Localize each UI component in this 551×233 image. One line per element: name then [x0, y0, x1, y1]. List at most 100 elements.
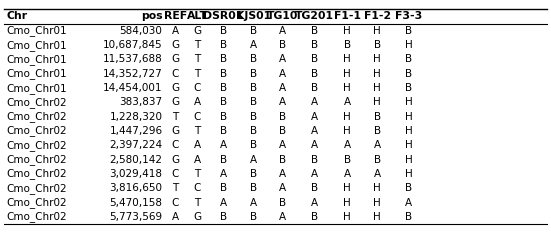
Text: T: T — [172, 183, 179, 193]
Text: B: B — [406, 183, 412, 193]
Text: REF: REF — [164, 11, 187, 21]
Text: B: B — [279, 126, 286, 136]
Text: B: B — [406, 69, 412, 79]
Text: B: B — [311, 83, 318, 93]
Text: B: B — [220, 40, 226, 50]
Text: Cmo_Chr02: Cmo_Chr02 — [6, 126, 67, 137]
Text: H: H — [373, 212, 381, 222]
Text: pos: pos — [141, 11, 163, 21]
Text: B: B — [279, 112, 286, 122]
Text: B: B — [311, 212, 318, 222]
Text: T: T — [194, 126, 201, 136]
Text: H: H — [343, 183, 351, 193]
Text: H: H — [405, 169, 413, 179]
Text: B: B — [406, 55, 412, 64]
Text: B: B — [220, 69, 226, 79]
Text: H: H — [405, 155, 413, 165]
Text: A: A — [311, 126, 318, 136]
Text: 3,816,650: 3,816,650 — [110, 183, 163, 193]
Text: DSR01: DSR01 — [203, 11, 244, 21]
Text: 14,454,001: 14,454,001 — [103, 83, 163, 93]
Text: C: C — [193, 183, 201, 193]
Text: T: T — [172, 112, 179, 122]
Text: G: G — [171, 40, 179, 50]
Text: H: H — [343, 198, 351, 208]
Text: A: A — [220, 140, 226, 150]
Text: H: H — [373, 55, 381, 64]
Text: B: B — [311, 69, 318, 79]
Text: A: A — [194, 97, 201, 107]
Text: B: B — [406, 26, 412, 36]
Text: B: B — [250, 140, 257, 150]
Text: H: H — [343, 26, 351, 36]
Text: Cmo_Chr01: Cmo_Chr01 — [6, 25, 67, 36]
Text: Cmo_Chr01: Cmo_Chr01 — [6, 83, 67, 93]
Text: 3,029,418: 3,029,418 — [110, 169, 163, 179]
Text: Cmo_Chr02: Cmo_Chr02 — [6, 197, 67, 208]
Text: Cmo_Chr02: Cmo_Chr02 — [6, 183, 67, 194]
Text: H: H — [405, 112, 413, 122]
Text: B: B — [220, 83, 226, 93]
Text: A: A — [172, 26, 179, 36]
Text: 584,030: 584,030 — [120, 26, 163, 36]
Text: A: A — [311, 112, 318, 122]
Text: G: G — [193, 26, 201, 36]
Text: A: A — [344, 140, 350, 150]
Text: B: B — [250, 169, 257, 179]
Text: B: B — [220, 112, 226, 122]
Text: Cmo_Chr01: Cmo_Chr01 — [6, 40, 67, 51]
Text: B: B — [406, 83, 412, 93]
Text: Cmo_Chr01: Cmo_Chr01 — [6, 68, 67, 79]
Text: G: G — [193, 212, 201, 222]
Text: T: T — [194, 69, 201, 79]
Text: B: B — [250, 126, 257, 136]
Text: B: B — [220, 183, 226, 193]
Text: A: A — [279, 140, 286, 150]
Text: H: H — [343, 212, 351, 222]
Text: H: H — [405, 97, 413, 107]
Text: B: B — [220, 55, 226, 64]
Text: Cmo_Chr02: Cmo_Chr02 — [6, 168, 67, 179]
Text: T: T — [194, 40, 201, 50]
Text: B: B — [406, 212, 412, 222]
Text: H: H — [343, 83, 351, 93]
Text: Cmo_Chr02: Cmo_Chr02 — [6, 154, 67, 165]
Text: A: A — [311, 198, 318, 208]
Text: ALT: ALT — [187, 11, 208, 21]
Text: Cmo_Chr02: Cmo_Chr02 — [6, 97, 67, 108]
Text: 5,470,158: 5,470,158 — [110, 198, 163, 208]
Text: B: B — [250, 97, 257, 107]
Text: Cmo_Chr02: Cmo_Chr02 — [6, 211, 67, 222]
Text: T: T — [194, 198, 201, 208]
Text: Cmo_Chr02: Cmo_Chr02 — [6, 111, 67, 122]
Text: TG10: TG10 — [267, 11, 298, 21]
Text: T: T — [194, 55, 201, 64]
Text: A: A — [279, 97, 286, 107]
Text: F1-1: F1-1 — [333, 11, 361, 21]
Text: G: G — [171, 97, 179, 107]
Text: A: A — [279, 26, 286, 36]
Text: A: A — [279, 212, 286, 222]
Text: A: A — [250, 155, 257, 165]
Text: G: G — [171, 83, 179, 93]
Text: H: H — [373, 83, 381, 93]
Text: C: C — [193, 112, 201, 122]
Text: A: A — [374, 169, 381, 179]
Text: 383,837: 383,837 — [120, 97, 163, 107]
Text: B: B — [250, 183, 257, 193]
Text: A: A — [194, 155, 201, 165]
Text: B: B — [220, 212, 226, 222]
Text: H: H — [343, 112, 351, 122]
Text: A: A — [220, 169, 226, 179]
Text: 1,228,320: 1,228,320 — [110, 112, 163, 122]
Text: 14,352,727: 14,352,727 — [103, 69, 163, 79]
Text: B: B — [279, 198, 286, 208]
Text: B: B — [220, 26, 226, 36]
Text: A: A — [344, 169, 350, 179]
Text: A: A — [250, 198, 257, 208]
Text: H: H — [405, 126, 413, 136]
Text: H: H — [373, 97, 381, 107]
Text: B: B — [374, 126, 381, 136]
Text: C: C — [193, 83, 201, 93]
Text: A: A — [279, 69, 286, 79]
